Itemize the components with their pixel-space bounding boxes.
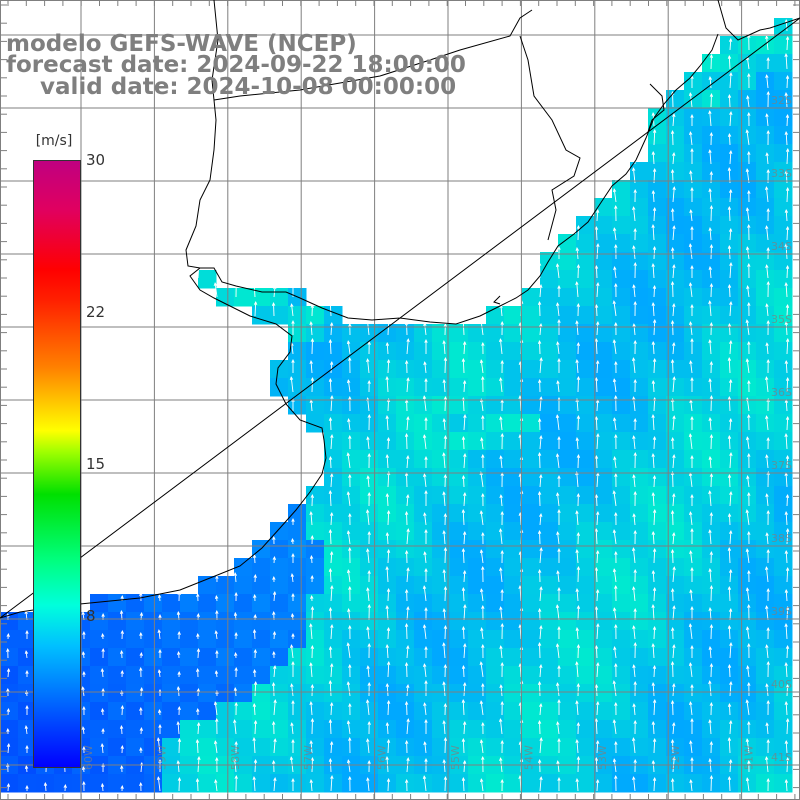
- lon-label: 52W: [669, 745, 682, 770]
- lat-label: 35S: [771, 313, 792, 326]
- colorbar-tick-22: 22: [86, 303, 106, 321]
- colorbar: [33, 160, 81, 768]
- lon-label: 58W: [229, 745, 242, 770]
- lat-label: 32S: [771, 94, 792, 107]
- border-line: [185, 0, 219, 269]
- forecast-date: forecast date: 2024-09-22 18:00:00: [6, 52, 466, 78]
- valid-date: valid date: 2024-10-08 00:00:00: [40, 74, 457, 100]
- colorbar-unit: [m/s]: [30, 131, 78, 153]
- lat-label: 34S: [771, 240, 792, 253]
- wind-speed-field: [0, 18, 793, 793]
- lon-label: 59W: [155, 745, 168, 770]
- grid-labels: 60W 59W 58W 57W 56W 55W 54W 53W 52W 51W 32S 33S 34S 3…: [82, 94, 792, 770]
- lat-label: 37S: [771, 459, 792, 472]
- lat-label: 41S: [771, 751, 792, 764]
- colorbar-tick-15: 15: [86, 455, 106, 473]
- lon-label: 57W: [302, 745, 315, 770]
- border-line: [519, 35, 581, 241]
- lon-label: 60W: [82, 745, 95, 770]
- lon-label: 56W: [376, 745, 389, 770]
- lat-label: 36S: [771, 386, 792, 399]
- lat-label: 40S: [771, 678, 792, 691]
- lat-label: 33S: [771, 167, 792, 180]
- model-title: modelo GEFS-WAVE (NCEP): [6, 31, 357, 57]
- border-line: [213, 9, 533, 101]
- lon-label: 54W: [522, 745, 535, 770]
- wind-arrows: [6, 17, 790, 792]
- lon-label: 51W: [743, 745, 756, 770]
- colorbar-tick-30: 30: [86, 151, 106, 169]
- lon-label: 53W: [596, 745, 609, 770]
- border-line: [493, 295, 501, 305]
- lon-label: 55W: [449, 745, 462, 770]
- border-line: [647, 83, 665, 133]
- coastline: [0, 0, 800, 619]
- colorbar-tick-8: 8: [86, 607, 96, 625]
- lat-label: 39S: [771, 605, 792, 618]
- lat-label: 38S: [771, 532, 792, 545]
